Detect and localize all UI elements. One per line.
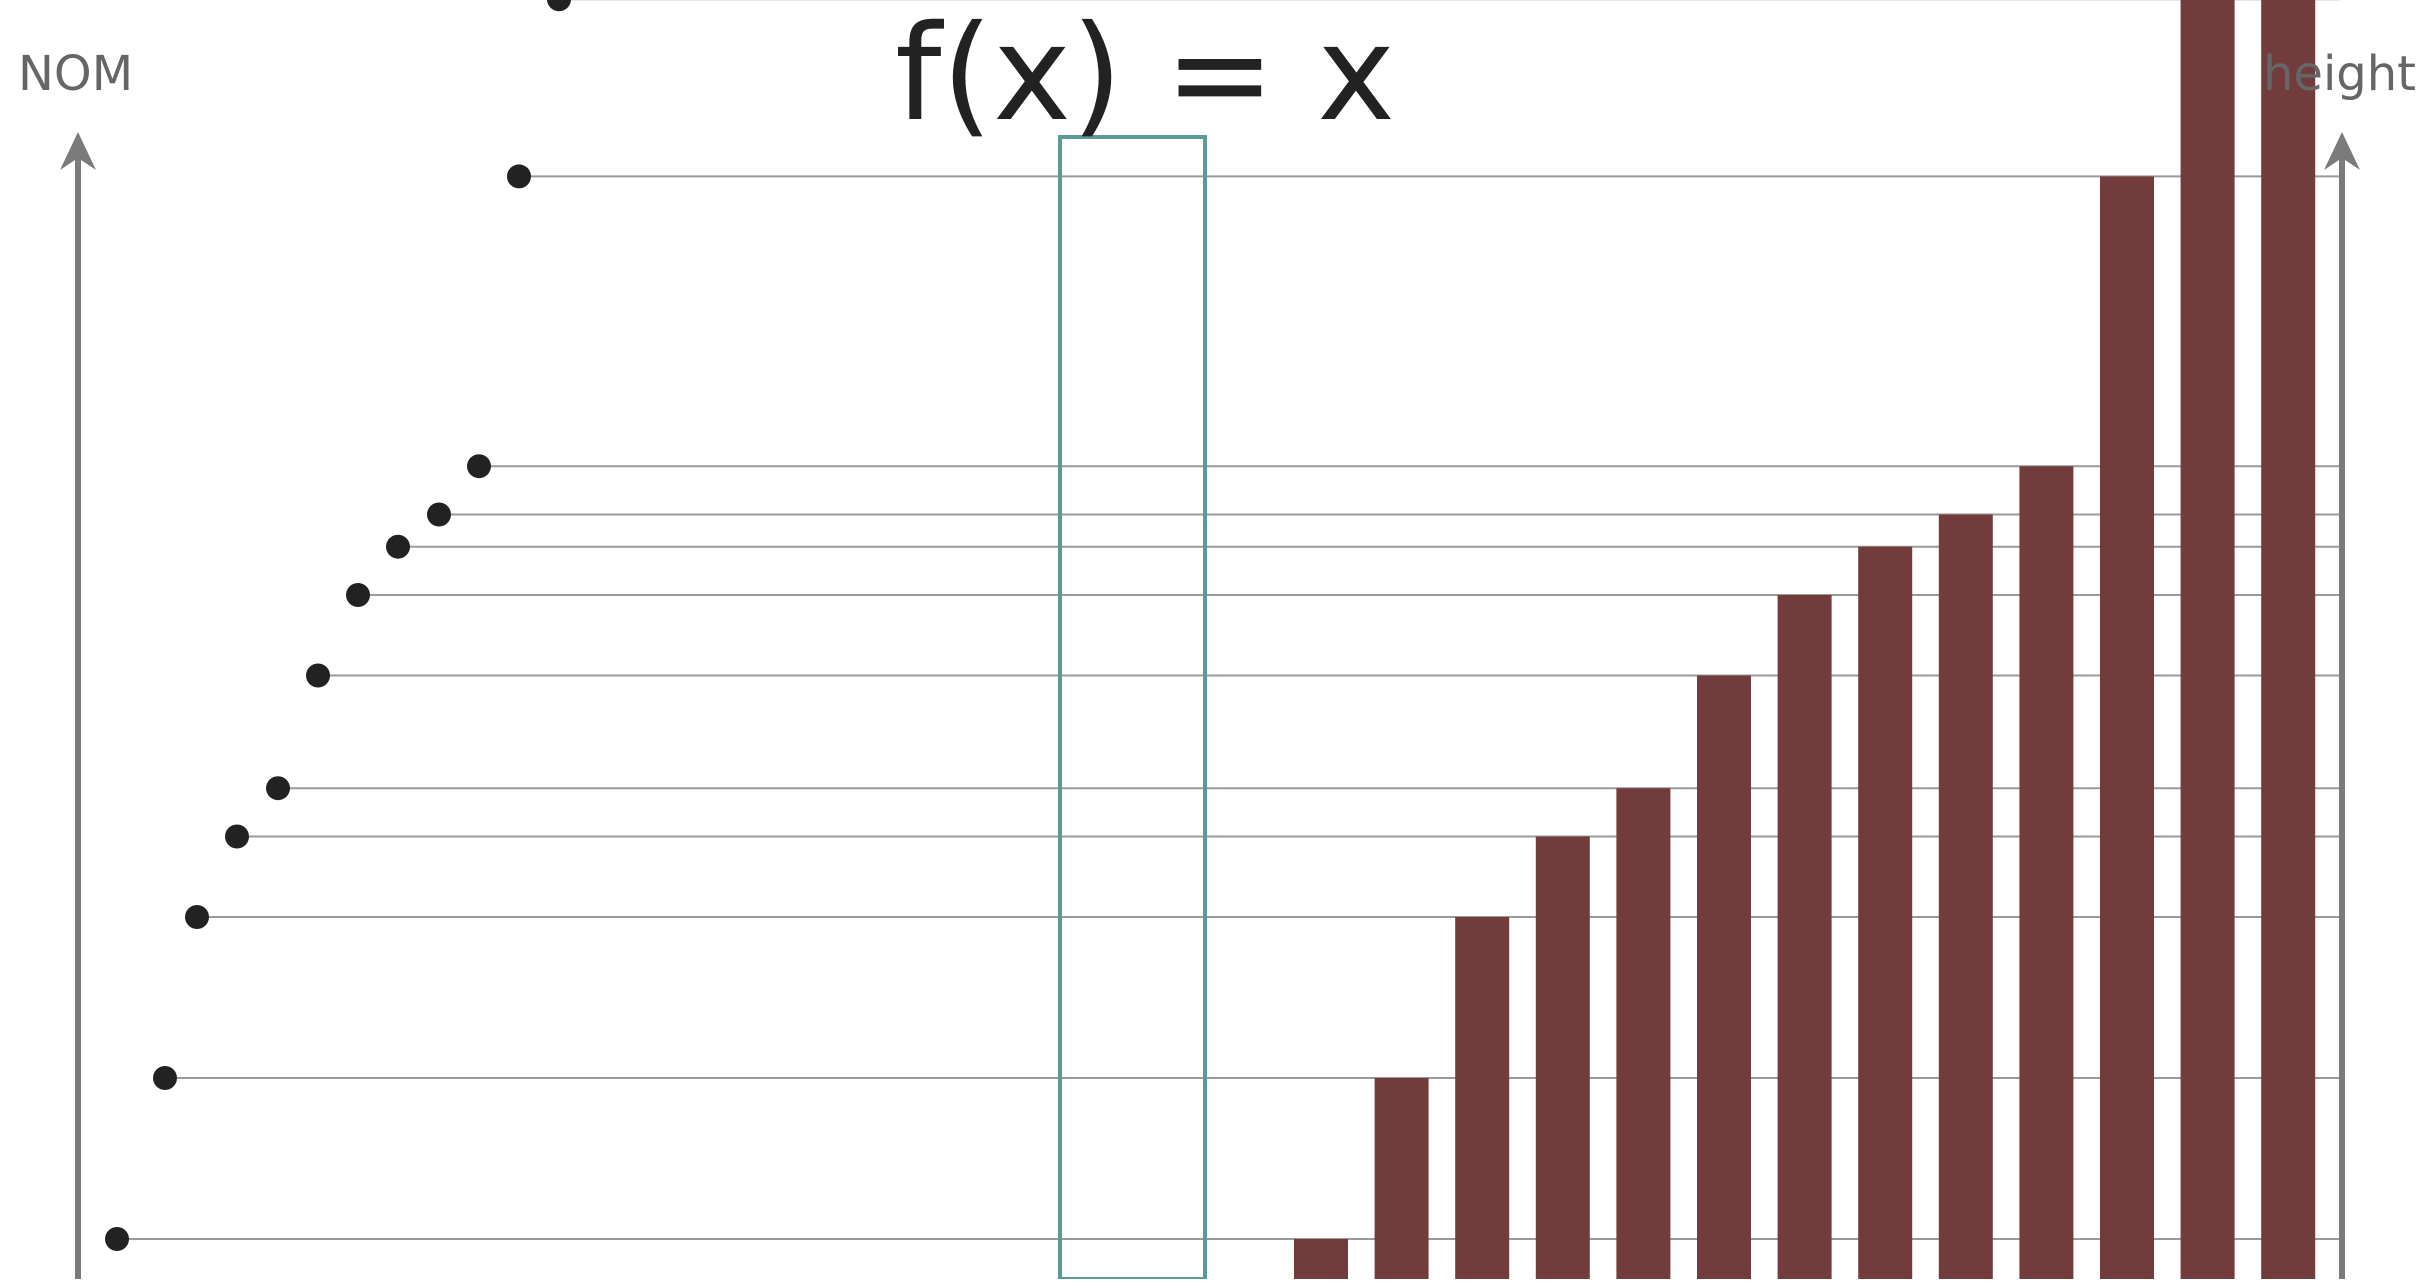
bar <box>1374 1078 1429 1279</box>
data-point <box>467 454 491 479</box>
data-point <box>153 1066 177 1090</box>
dots <box>105 0 571 1251</box>
bar <box>1858 546 1913 1279</box>
function-title: f(x) = x <box>895 0 1396 151</box>
bar <box>2261 0 2316 1279</box>
bars <box>1294 0 2316 1279</box>
data-point <box>105 1227 129 1251</box>
data-point <box>507 164 531 189</box>
axes <box>60 132 2360 1279</box>
data-point <box>547 0 571 12</box>
bar <box>1938 514 1993 1279</box>
bar <box>1294 1239 1348 1279</box>
bar <box>1616 788 1671 1279</box>
bar <box>1777 595 1832 1279</box>
bar <box>1697 675 1751 1279</box>
bar <box>2019 466 2074 1279</box>
data-point <box>225 824 249 849</box>
bar <box>1455 917 1510 1279</box>
data-point <box>266 776 290 801</box>
left-axis-arrow-icon <box>60 132 96 170</box>
left-axis-label: NOM <box>18 46 134 102</box>
data-point <box>346 583 370 607</box>
right-axis-arrow-icon <box>2324 132 2360 170</box>
guide-lines <box>117 0 2340 1240</box>
data-point <box>185 905 209 929</box>
bar <box>1535 836 1590 1279</box>
data-point <box>427 502 451 527</box>
data-point <box>386 534 410 559</box>
bar <box>2100 176 2154 1279</box>
right-axis-label: height <box>2263 46 2416 102</box>
data-point <box>306 663 330 688</box>
bar <box>2180 0 2235 1279</box>
mapping-box <box>1058 135 1207 1281</box>
